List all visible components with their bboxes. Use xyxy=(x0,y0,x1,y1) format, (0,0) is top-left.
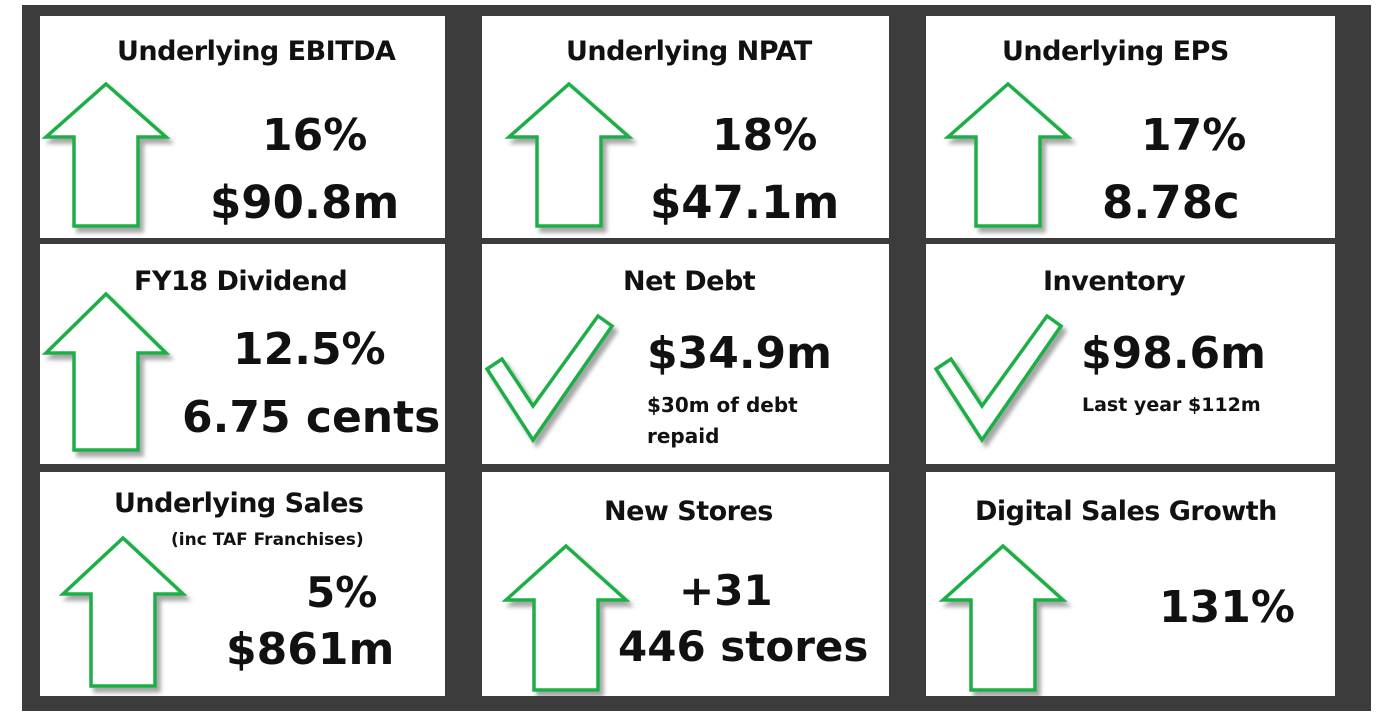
card-title: Underlying Sales xyxy=(114,488,364,519)
up-arrow-icon xyxy=(504,81,634,228)
up-arrow-shape xyxy=(41,291,171,452)
growth-percent: 18% xyxy=(712,110,818,161)
card-fy18-dividend: FY18 Dividend 12.5% 6.75 cents xyxy=(40,244,445,464)
up-arrow-icon xyxy=(938,543,1068,692)
metric-note: Last year $112m xyxy=(1082,394,1261,416)
metric-value: 6.75 cents xyxy=(182,392,441,443)
up-arrow-shape xyxy=(504,81,634,228)
up-arrow-shape xyxy=(41,81,171,228)
metric-value: $861m xyxy=(226,624,395,675)
card-title: New Stores xyxy=(604,496,773,527)
up-arrow-icon xyxy=(58,535,188,688)
card-underlying-npat: Underlying NPAT 18% $47.1m xyxy=(482,16,889,238)
card-underlying-ebitda: Underlying EBITDA 16% $90.8m xyxy=(40,16,445,238)
metric-value: $47.1m xyxy=(650,176,840,229)
up-arrow-shape xyxy=(943,81,1073,228)
card-subtitle: (inc TAF Franchises) xyxy=(171,530,364,550)
card-underlying-sales: Underlying Sales (inc TAF Franchises) 5%… xyxy=(40,472,445,696)
metric-value: $34.9m xyxy=(647,328,833,379)
growth-percent: 17% xyxy=(1141,110,1247,161)
growth-percent: 131% xyxy=(1159,582,1295,633)
growth-percent: 16% xyxy=(262,110,368,161)
up-arrow-icon xyxy=(41,291,171,452)
card-title: Digital Sales Growth xyxy=(975,496,1277,527)
up-arrow-icon xyxy=(501,543,631,692)
checkmark-shape xyxy=(933,313,1064,444)
card-title: Underlying EPS xyxy=(1002,36,1229,67)
card-title: Underlying NPAT xyxy=(566,36,812,67)
card-title: FY18 Dividend xyxy=(134,266,348,297)
checkmark-icon xyxy=(933,313,1064,444)
up-arrow-shape xyxy=(58,535,188,688)
card-digital-sales-growth: Digital Sales Growth 131% xyxy=(926,472,1335,696)
card-underlying-eps: Underlying EPS 17% 8.78c xyxy=(926,16,1335,238)
up-arrow-icon xyxy=(943,81,1073,228)
metric-value: $90.8m xyxy=(210,176,400,229)
metric-value: 446 stores xyxy=(618,622,869,671)
metric-value: $98.6m xyxy=(1081,328,1267,379)
up-arrow-shape xyxy=(501,543,631,692)
card-title: Inventory xyxy=(1043,266,1186,297)
growth-percent: +31 xyxy=(679,566,773,615)
growth-percent: 12.5% xyxy=(233,324,386,375)
card-inventory: Inventory $98.6m Last year $112m xyxy=(926,244,1335,464)
metric-note: $30m of debt repaid xyxy=(647,393,798,448)
card-title: Underlying EBITDA xyxy=(117,36,396,67)
growth-percent: 5% xyxy=(306,568,378,617)
card-net-debt: Net Debt $34.9m $30m of debt repaid xyxy=(482,244,889,464)
metric-value: 8.78c xyxy=(1102,176,1240,229)
up-arrow-icon xyxy=(41,81,171,228)
card-new-stores: New Stores +31 446 stores xyxy=(482,472,889,696)
up-arrow-shape xyxy=(938,543,1068,692)
checkmark-icon xyxy=(484,313,615,444)
card-title: Net Debt xyxy=(623,266,756,297)
checkmark-shape xyxy=(484,313,615,444)
